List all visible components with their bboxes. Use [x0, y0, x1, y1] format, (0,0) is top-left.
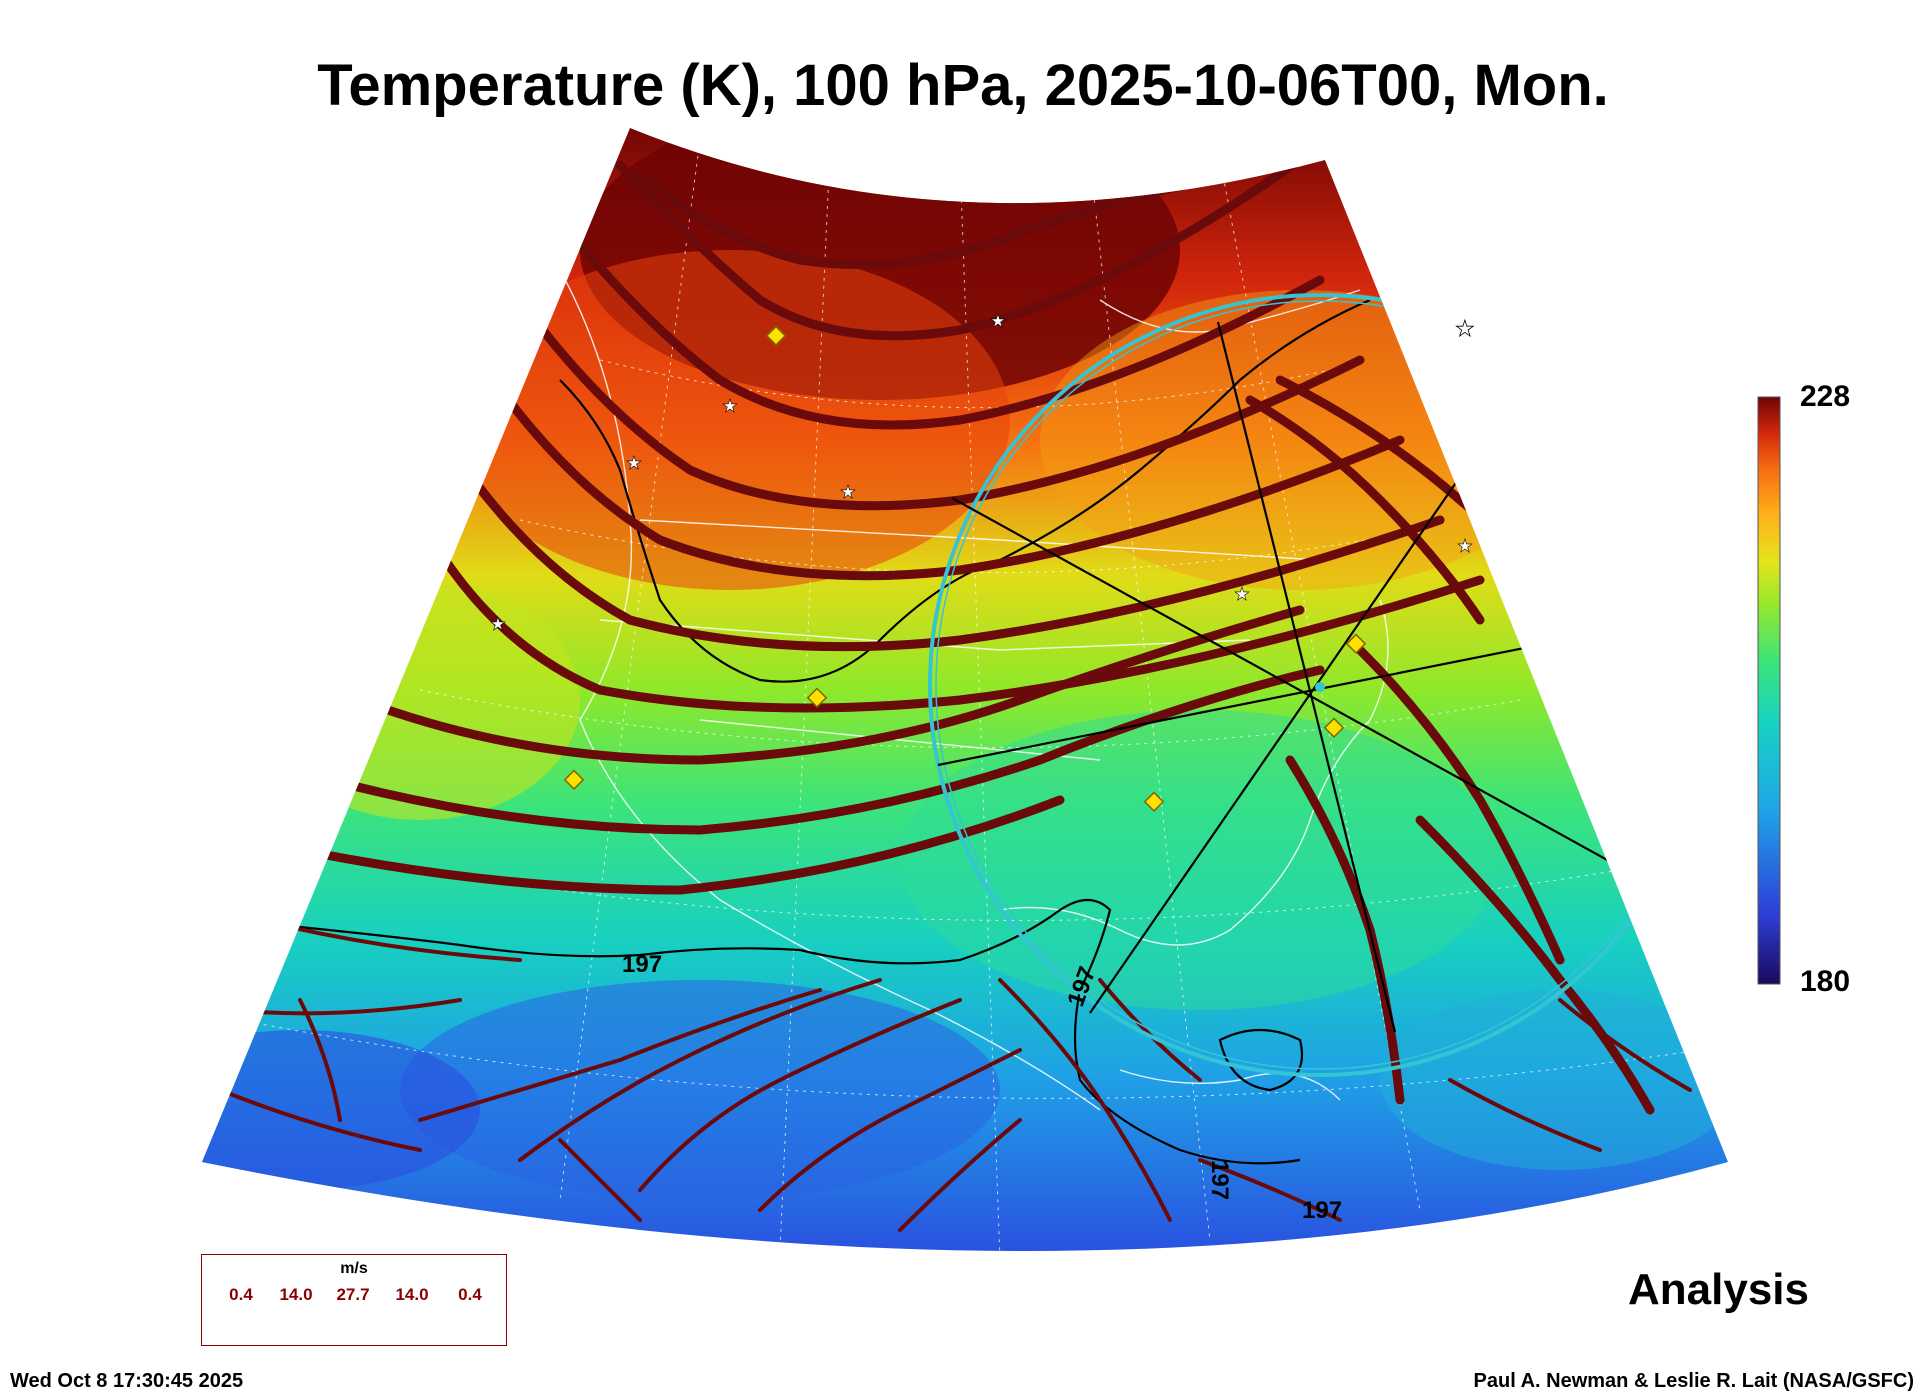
svg-text:★: ★ — [1234, 584, 1250, 605]
star-marker-outside: ★ — [1455, 317, 1475, 342]
wind-legend-unit: m/s — [340, 1260, 368, 1277]
wind-legend-label: 27.7 — [336, 1285, 370, 1304]
wind-legend-label: 14.0 — [279, 1285, 313, 1304]
colorbar-min-label: 180 — [1800, 965, 1851, 998]
svg-text:★: ★ — [990, 311, 1006, 332]
contour-label: 197 — [1206, 1160, 1233, 1200]
page-title: Temperature (K), 100 hPa, 2025-10-06T00,… — [317, 53, 1609, 118]
contour-label: 197 — [1302, 1197, 1342, 1224]
temperature-field: ★ ★ ★ ★ ★ ★ ★ — [202, 128, 1728, 1251]
timestamp: Wed Oct 8 17:30:45 2025 — [10, 1370, 244, 1392]
svg-text:★: ★ — [840, 482, 856, 503]
contour-label: 197 — [622, 951, 662, 978]
wind-legend-label: 14.0 — [395, 1285, 429, 1304]
svg-text:★: ★ — [722, 396, 738, 417]
wind-legend: m/s 0.4 14.0 27.7 14.0 0.4 — [201, 1254, 507, 1346]
colorbar — [1757, 396, 1781, 985]
svg-text:★: ★ — [626, 453, 642, 474]
wind-legend-label: 0.4 — [229, 1285, 253, 1304]
analysis-label: Analysis — [1628, 1265, 1809, 1314]
colorbar-max-label: 228 — [1800, 380, 1851, 413]
svg-text:★: ★ — [490, 614, 506, 635]
wind-legend-label: 0.4 — [458, 1285, 482, 1304]
credit: Paul A. Newman & Leslie R. Lait (NASA/GS… — [1473, 1370, 1914, 1392]
svg-text:★: ★ — [1457, 536, 1473, 557]
